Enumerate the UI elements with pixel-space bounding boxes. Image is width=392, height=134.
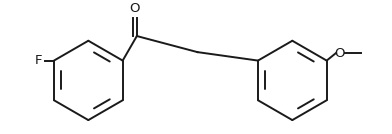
Text: O: O [130, 2, 140, 15]
Text: O: O [334, 46, 345, 59]
Text: F: F [35, 54, 43, 67]
